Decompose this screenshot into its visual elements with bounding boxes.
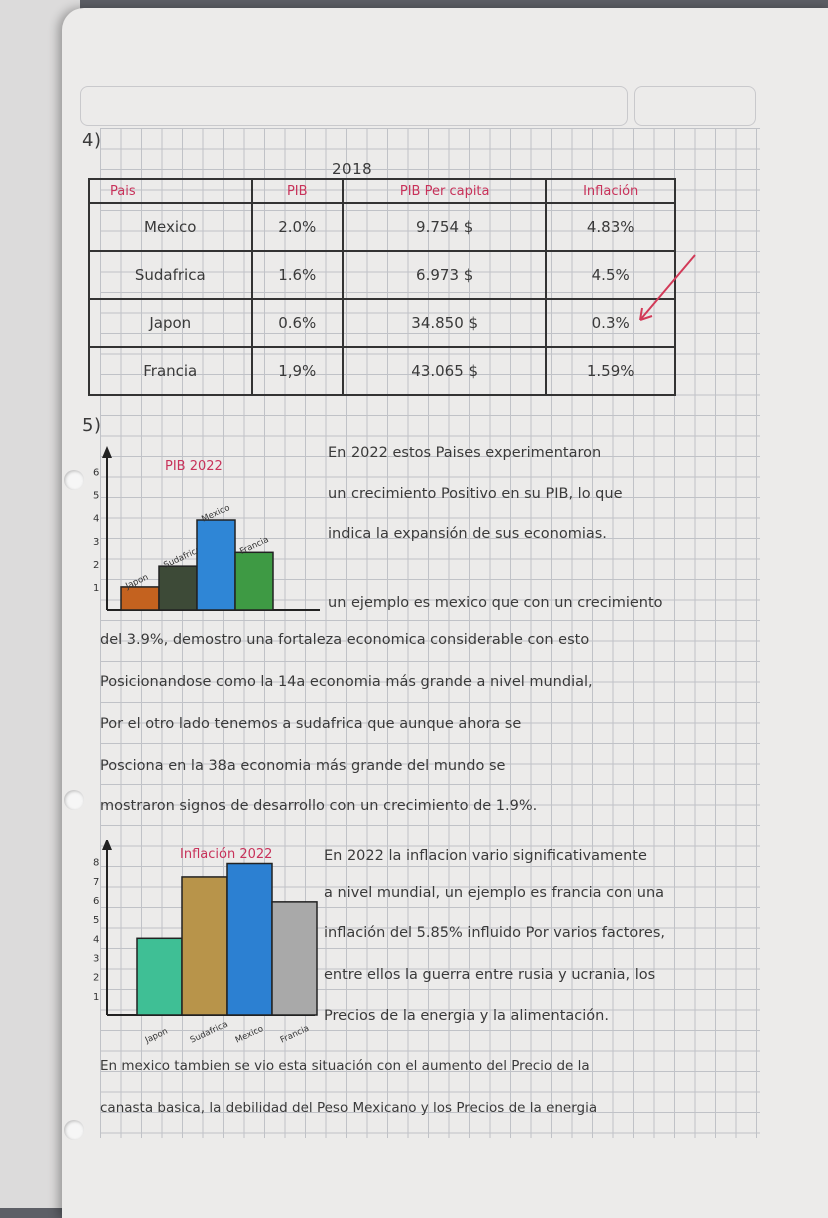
text-line: canasta basica, la debilidad del Peso Me… [100,1100,598,1116]
cell: Sudafrica [88,250,253,300]
header-cell: PIB Per capita [341,178,548,204]
text-line: En 2022 estos Paises experimentaron [328,445,602,461]
text-line: Precios de la energia y la alimentación. [324,1008,609,1024]
cell: 43.065 $ [341,346,548,396]
cell: 0.6% [250,298,344,348]
cell: 1.59% [545,346,676,396]
text-line: del 3.9%, demostro una fortaleza economi… [100,632,590,648]
text-line: mostraron signos de desarrollo con un cr… [100,798,538,814]
bar-sudafrica [181,876,228,1016]
bar-mexico [196,519,236,611]
section-4-number: 4) [82,130,102,151]
header-cell: PIB [250,178,344,204]
cell: 0.3% [545,298,676,348]
y-axis-arrow [102,446,112,458]
y-tick-label: 7 [93,877,99,888]
bar-japon [136,937,183,1016]
y-tick-label: 8 [93,858,99,869]
cell: 4.5% [545,250,676,300]
text-line: a nivel mundial, un ejemplo es francia c… [324,885,665,901]
cell: 34.850 $ [341,298,548,348]
binder-hole [64,470,84,490]
cell: 9.754 $ [341,202,548,252]
table-header-row: Pais PIB PIB Per capita Inflación [88,178,676,204]
category-label: Mexico [234,1024,265,1046]
table-row: Sudafrica 1.6% 6.973 $ 4.5% [88,250,676,300]
cell: 1.6% [250,250,344,300]
text-line: indica la expansión de sus economias. [328,526,607,542]
cell: 2.0% [250,202,344,252]
y-tick-label: 1 [93,992,99,1003]
data-table-2018: Pais PIB PIB Per capita Inflación Mexico… [88,178,676,396]
inflation-2022-bar-chart: 1 2 3 4 5 6 7 8 Inflación 2022 Japon Sudafrica Mexi… [93,840,318,1047]
cell: 1,9% [250,346,344,396]
bar-sudafrica [158,565,198,611]
text-line: Por el otro lado tenemos a sudafrica que… [100,716,522,732]
y-tick-label: 2 [93,560,99,571]
y-tick-label: 6 [93,468,99,479]
y-tick-label: 4 [93,934,99,945]
bar-francia [271,901,318,1016]
text-line: En 2022 la inflacion vario significativa… [324,848,647,864]
y-tick-label: 3 [93,537,99,548]
cell: Japon [88,298,253,348]
chart-title: PIB 2022 [165,459,223,474]
bar-francia [234,551,274,611]
table-row: Japon 0.6% 34.850 $ 0.3% [88,298,676,348]
chart-title: Inflación 2022 [180,847,272,862]
header-box [80,86,628,126]
cell: 4.83% [545,202,676,252]
y-tick-label: 4 [93,514,99,525]
y-tick-label: 5 [93,915,99,926]
cell: Mexico [88,202,253,252]
table-row: Francia 1,9% 43.065 $ 1.59% [88,346,676,396]
red-check-mark [639,254,696,321]
table-year: 2018 [332,160,373,178]
y-tick-label: 1 [93,583,99,594]
text-line: entre ellos la guerra entre rusia y ucra… [324,967,656,983]
binder-hole [64,790,84,810]
bar-japon [120,586,160,611]
cell: 6.973 $ [341,250,548,300]
text-line: Posicionandose como la 14a economia más … [100,674,593,690]
header-box-date [634,86,756,126]
section-5-number: 5) [82,415,102,436]
cell: Francia [88,346,253,396]
header-cell: Pais [88,178,253,204]
category-label: Japon [143,1027,170,1047]
y-tick-label: 6 [93,896,99,907]
text-line: inflación del 5.85% influido Por varios … [324,925,666,941]
text-line: un ejemplo es mexico que con un crecimie… [328,595,663,611]
y-tick-label: 3 [93,953,99,964]
y-tick-label: 2 [93,973,99,984]
text-line: Posciona en la 38a economia más grande d… [100,758,506,774]
binder-hole [64,1120,84,1140]
table-row: Mexico 2.0% 9.754 $ 4.83% [88,202,676,252]
y-axis-arrow [102,840,112,850]
text-line: En mexico tambien se vio esta situación … [100,1058,590,1074]
header-cell: Inflación [545,178,676,204]
category-label: Francia [279,1024,311,1046]
y-tick-label: 5 [93,491,99,502]
text-line: un crecimiento Positivo en su PIB, lo qu… [328,486,623,502]
category-label: Sudafrica [189,1020,230,1046]
bar-mexico [226,862,273,1016]
